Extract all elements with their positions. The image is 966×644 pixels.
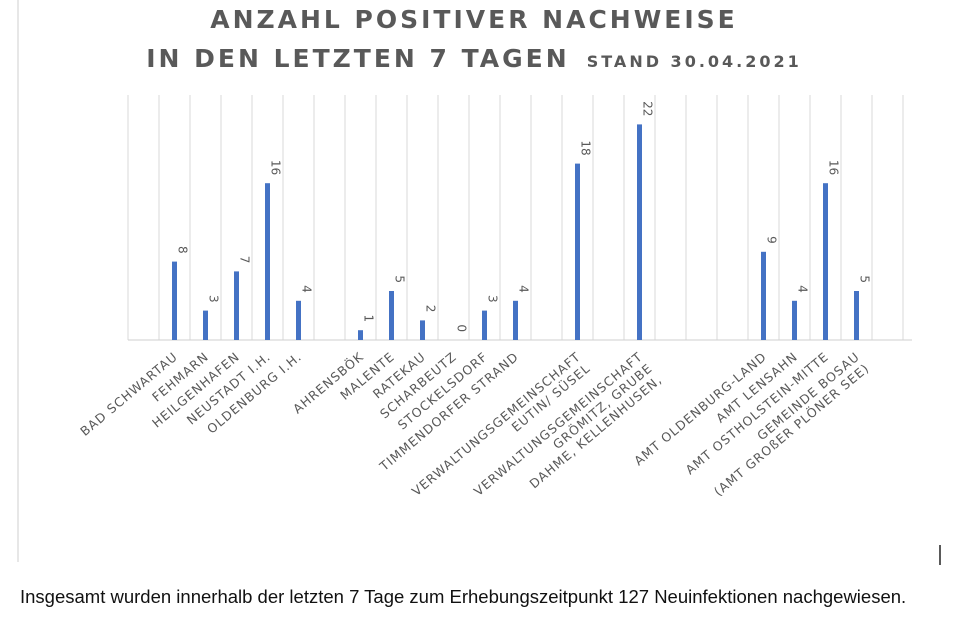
chart: ANZAHL POSITIVER NACHWEISE IN DEN LETZTE… (17, 0, 941, 565)
category-labels: BAD SCHWARTAUFEHMARNHEILGENHAFENNEUSTADT… (77, 348, 872, 499)
data-label: 5 (858, 275, 872, 283)
data-label: 16 (269, 160, 283, 175)
bar (358, 330, 363, 340)
data-label: 5 (393, 275, 407, 283)
chart-title-line2: IN DEN LETZTEN 7 TAGEN STAND 30.04.2021 (146, 44, 802, 73)
data-label: 22 (641, 101, 655, 116)
gridlines (127, 95, 904, 340)
bar (823, 183, 828, 340)
data-label: 3 (207, 295, 221, 303)
bar (172, 261, 177, 340)
bar (792, 300, 797, 340)
data-label: 0 (455, 324, 469, 332)
bar (296, 300, 301, 340)
bar (420, 320, 425, 340)
data-label: 3 (486, 295, 500, 303)
chart-title-line1: ANZAHL POSITIVER NACHWEISE (210, 5, 738, 34)
bar (854, 291, 859, 340)
data-label: 16 (827, 160, 841, 175)
bar (637, 124, 642, 341)
data-label: 9 (765, 236, 779, 244)
bar (761, 251, 766, 340)
data-labels: 8 3 7 16 4 1 5 2 0 3 4 18 22 9 4 16 5 (176, 101, 872, 332)
data-label: 8 (176, 246, 190, 254)
bar (513, 300, 518, 340)
data-label: 1 (362, 315, 376, 323)
data-label: 7 (238, 256, 252, 264)
bar (203, 310, 208, 340)
bar (482, 310, 487, 340)
data-label: 18 (579, 140, 593, 155)
summary-caption: Insgesamt wurden innerhalb der letzten 7… (20, 586, 907, 607)
chart-title-date: STAND 30.04.2021 (587, 52, 802, 71)
bar (234, 271, 239, 340)
chart-title-line2-main: IN DEN LETZTEN 7 TAGEN (146, 44, 569, 73)
data-label: 4 (517, 285, 531, 293)
data-label: 4 (300, 285, 314, 293)
bar (575, 163, 580, 340)
data-label: 2 (424, 305, 438, 313)
bars (172, 124, 859, 341)
bar (389, 291, 394, 340)
bar (265, 183, 270, 340)
data-label: 4 (796, 285, 810, 293)
